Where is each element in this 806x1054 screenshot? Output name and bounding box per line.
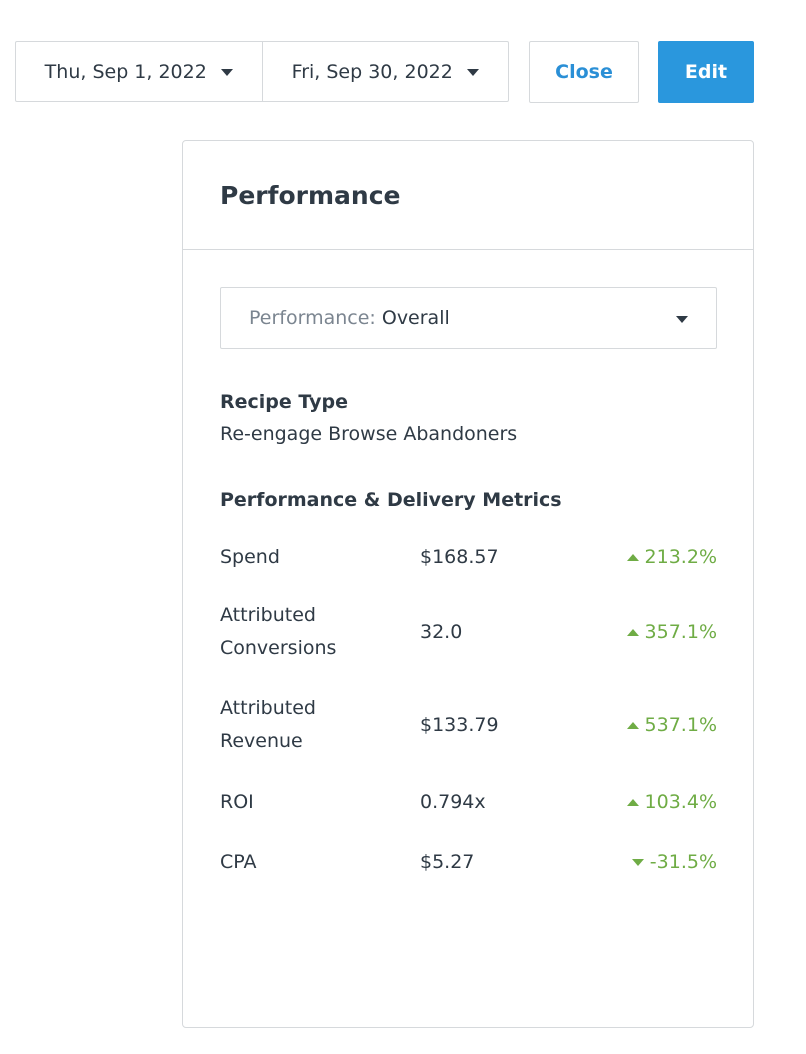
metric-change: 537.1% (550, 714, 717, 736)
chevron-down-icon (676, 315, 688, 323)
metric-row-attributed-revenue: Attributed Revenue $133.79 537.1% (220, 692, 717, 758)
metric-value: $5.27 (420, 851, 475, 873)
metric-label-line: Attributed (220, 604, 316, 626)
start-date-dropdown[interactable]: Thu, Sep 1, 2022 (16, 42, 262, 101)
trend-down-icon (631, 858, 644, 866)
metric-change: 103.4% (550, 791, 717, 813)
metric-label-line: ROI (220, 790, 254, 813)
chevron-down-icon (466, 69, 479, 76)
metric-label-line: Revenue (220, 730, 303, 752)
performance-dropdown-text: Performance: Overall (249, 307, 450, 329)
metric-value: 32.0 (420, 621, 463, 643)
edit-button[interactable]: Edit (658, 41, 754, 103)
card-title: Performance (220, 180, 401, 210)
metric-change-value: 537.1% (644, 714, 717, 736)
metric-label-line: Spend (220, 545, 280, 568)
metric-label: Spend (220, 541, 420, 574)
recipe-type-label: Recipe Type (220, 391, 348, 413)
metric-label: Attributed Revenue (220, 692, 420, 758)
metric-change-value: 213.2% (644, 546, 717, 568)
metric-change-value: -31.5% (649, 851, 717, 873)
metric-value: $133.79 (420, 714, 499, 736)
performance-dropdown-value: Overall (381, 307, 450, 329)
metrics-list: Spend $168.57 213.2% Attributed Conversi… (220, 541, 717, 878)
metric-value: 0.794x (420, 791, 486, 813)
metric-row-attributed-conversions: Attributed Conversions 32.0 357.1% (220, 599, 717, 665)
trend-up-icon (626, 553, 639, 561)
performance-dropdown[interactable]: Performance: Overall (220, 287, 717, 349)
start-date-label: Thu, Sep 1, 2022 (44, 60, 207, 83)
metrics-heading: Performance & Delivery Metrics (220, 489, 562, 511)
metric-label-line: Attributed (220, 697, 316, 719)
metric-label-line: CPA (220, 850, 257, 873)
chevron-down-icon (220, 69, 233, 76)
close-button[interactable]: Close (529, 41, 639, 103)
metric-label: Attributed Conversions (220, 599, 420, 665)
end-date-dropdown[interactable]: Fri, Sep 30, 2022 (261, 42, 509, 101)
metric-row-cpa: CPA $5.27 -31.5% (220, 846, 717, 878)
metric-change: 213.2% (550, 546, 717, 568)
trend-up-icon (626, 721, 639, 729)
metric-row-spend: Spend $168.57 213.2% (220, 541, 717, 573)
metric-label: ROI (220, 786, 420, 819)
metric-value: $168.57 (420, 546, 499, 568)
performance-card: Performance Performance: Overall Recipe … (182, 140, 754, 1028)
metric-change: -31.5% (550, 851, 717, 873)
card-header: Performance (183, 141, 753, 250)
performance-dropdown-prefix: Performance: (249, 307, 376, 329)
card-body: Performance: Overall Recipe Type Re-enga… (183, 250, 753, 878)
metric-change: 357.1% (550, 621, 717, 643)
trend-up-icon (626, 798, 639, 806)
metric-change-value: 357.1% (644, 621, 717, 643)
date-range-selector: Thu, Sep 1, 2022 Fri, Sep 30, 2022 (15, 41, 509, 102)
end-date-label: Fri, Sep 30, 2022 (291, 60, 453, 83)
recipe-type-value: Re-engage Browse Abandoners (220, 423, 518, 445)
metric-change-value: 103.4% (644, 791, 717, 813)
metric-label: CPA (220, 846, 420, 879)
metric-label-line: Conversions (220, 637, 337, 659)
trend-up-icon (626, 628, 639, 636)
metric-row-roi: ROI 0.794x 103.4% (220, 786, 717, 818)
